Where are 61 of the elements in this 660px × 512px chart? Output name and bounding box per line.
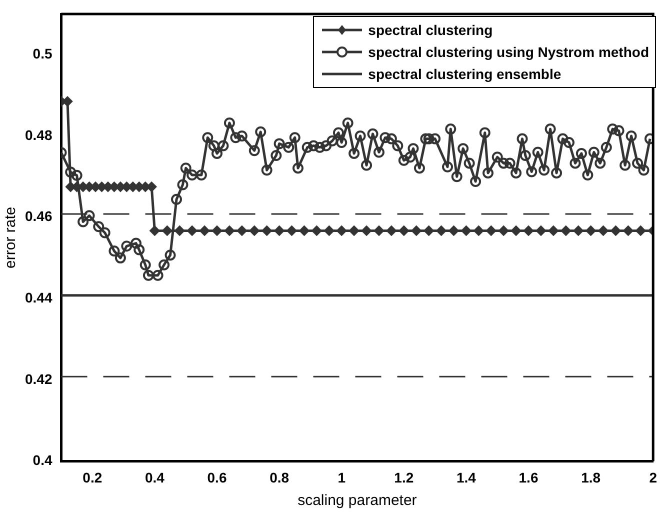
x-axis-title: scaling parameter	[298, 492, 417, 510]
point	[374, 226, 384, 236]
legend-label: spectral clustering ensemble	[368, 66, 562, 82]
y-tick-label: 0.42	[25, 370, 52, 387]
point	[610, 226, 621, 236]
point	[187, 226, 198, 236]
point	[474, 226, 484, 236]
x-tick-label: 1.8	[581, 469, 601, 486]
x-tick-label: 0.4	[144, 469, 165, 486]
point	[362, 226, 372, 236]
x-tick-label: 1.4	[456, 469, 476, 486]
x-tick-label: 0.6	[207, 469, 227, 486]
point	[573, 226, 584, 236]
point	[162, 226, 172, 236]
point	[448, 226, 459, 236]
point	[436, 226, 446, 236]
point	[386, 226, 396, 236]
point	[174, 226, 185, 236]
legend-label: spectral clustering	[368, 22, 493, 38]
point	[249, 226, 260, 236]
point	[299, 226, 310, 236]
point	[461, 226, 472, 236]
point	[398, 226, 409, 236]
point	[548, 226, 558, 236]
point	[336, 226, 347, 236]
x-tick-label: 2	[649, 469, 658, 486]
point	[424, 226, 434, 236]
point	[200, 226, 210, 236]
point	[511, 226, 522, 236]
x-tick-label: 1.6	[518, 469, 538, 486]
x-tick-label: 1.2	[394, 469, 414, 486]
x-tick-label: 1	[338, 469, 346, 486]
point	[150, 226, 160, 236]
y-tick-label: 0.48	[25, 126, 52, 143]
point	[262, 226, 272, 236]
y-axis-title: error rate	[2, 206, 20, 268]
legend-label: spectral clustering using Nystrom method	[368, 44, 649, 60]
point	[636, 226, 646, 236]
point	[586, 226, 596, 236]
point	[312, 226, 322, 236]
y-tick-label: 0.5	[32, 46, 52, 62]
point	[623, 226, 634, 236]
point	[598, 226, 608, 236]
point	[498, 226, 509, 236]
point	[411, 226, 422, 236]
point	[212, 226, 222, 236]
point	[274, 226, 284, 236]
point	[236, 226, 247, 236]
point	[560, 226, 571, 236]
point	[486, 226, 496, 236]
point	[324, 226, 334, 236]
point	[536, 226, 546, 236]
point	[524, 226, 534, 236]
y-tick-label: 0.4	[32, 452, 52, 468]
y-tick-label: 0.46	[25, 208, 52, 224]
x-tick-label: 0.2	[82, 469, 102, 486]
x-tick-label: 0.8	[270, 469, 290, 486]
point	[224, 226, 234, 236]
point	[286, 226, 297, 236]
y-tick-label: 0.44	[25, 289, 52, 306]
point	[349, 226, 360, 236]
